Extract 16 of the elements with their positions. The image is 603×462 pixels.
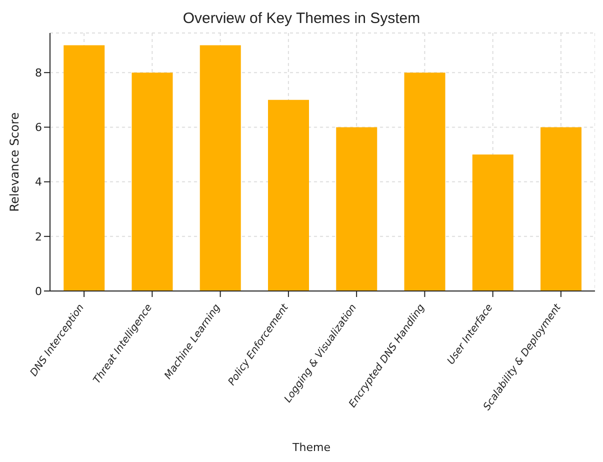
- bar: [336, 127, 378, 291]
- bar: [268, 100, 309, 291]
- bar: [132, 72, 173, 291]
- y-tick-label: 6: [35, 121, 42, 134]
- bar: [200, 45, 241, 291]
- bar: [472, 154, 514, 291]
- y-tick-label: 0: [35, 284, 42, 298]
- y-tick-label: 4: [35, 176, 42, 189]
- y-tick-label: 2: [35, 230, 42, 244]
- y-tick-label: 8: [35, 66, 42, 80]
- bar: [404, 72, 446, 291]
- bar: [64, 45, 105, 291]
- y-axis-title: Relevance Score: [7, 112, 22, 212]
- chart-title: Overview of Key Themes in System: [182, 10, 422, 27]
- x-axis-title: Theme: [292, 441, 332, 454]
- bar: [540, 127, 582, 291]
